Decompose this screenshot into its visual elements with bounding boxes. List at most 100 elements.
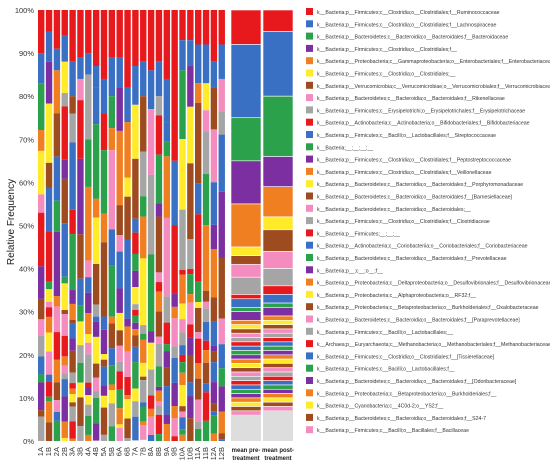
segment-ruminococcaceae <box>147 10 155 71</box>
legend-swatch <box>306 413 313 421</box>
segment <box>163 344 170 352</box>
mean-segment <box>262 358 294 364</box>
segment <box>132 287 139 305</box>
segment <box>77 78 84 101</box>
legend-label: k__Bacteria;p__Bacteroidetes;c__Bacteroi… <box>317 318 520 324</box>
legend-item: k__Bacteria;p__;c__;o__;f__ <box>306 266 383 274</box>
segment <box>38 410 45 417</box>
segment <box>116 408 123 425</box>
segment <box>116 330 123 346</box>
segment <box>218 344 225 369</box>
segment <box>116 427 123 441</box>
mean-segment <box>262 354 294 360</box>
segment <box>116 424 123 428</box>
segment <box>69 96 76 114</box>
sample-bar <box>77 10 84 441</box>
segment <box>155 203 163 217</box>
legend-item: k__Bacteria;p__Firmicutes;c__Clostridia;… <box>306 8 500 16</box>
segment-lachnospiraceae <box>179 40 186 71</box>
segment <box>202 362 210 384</box>
mean-segment <box>230 388 262 394</box>
segment <box>108 316 116 324</box>
segment <box>132 346 139 363</box>
segment <box>61 356 68 366</box>
segment <box>210 415 218 434</box>
legend-label: k__Bacteria;__;__;__;__ <box>317 145 373 151</box>
segment <box>124 399 131 419</box>
segment <box>210 182 218 225</box>
mean-segment <box>230 397 262 403</box>
x-tick-label: 2B <box>60 447 69 456</box>
legend-label: k__Bacteria;p__Firmicutes;c__Clostridia;… <box>317 47 457 53</box>
segment <box>38 298 45 320</box>
segment <box>85 74 92 140</box>
segment-lachnospiraceae <box>195 44 202 84</box>
mean-segment <box>262 268 294 287</box>
segment <box>100 434 108 441</box>
segment <box>100 150 108 214</box>
legend-item: k__Bacteria;p__Cyanobacteria;c__4C0d-2;o… <box>306 401 443 410</box>
legend-item: k__Bacteria;p__Firmicutes;c__Clostridia;… <box>306 20 496 28</box>
sample-bar <box>163 10 170 441</box>
legend-item: k__Bacteria;p__Firmicutes;c__Bacilli;o__… <box>306 131 496 139</box>
legend-item: k__Bacteria;p__Firmicutes;c__Clostridia;… <box>306 155 511 164</box>
segment <box>202 290 210 302</box>
segment <box>202 383 210 393</box>
legend-item: k__Bacteria;p__Bacteroidetes;c__Bacteroi… <box>306 377 517 385</box>
mean-bar-label: mean post- <box>262 448 294 454</box>
mean-segment <box>231 415 261 441</box>
segment <box>163 322 170 345</box>
segment <box>132 218 139 233</box>
segment <box>92 87 100 125</box>
segment <box>202 174 210 226</box>
y-tick-label: 80% <box>19 92 34 101</box>
segment <box>100 113 108 151</box>
segment <box>92 217 100 264</box>
segment <box>108 265 116 317</box>
segment <box>187 269 194 275</box>
segment <box>38 335 45 357</box>
segment-ruminococcaceae <box>132 10 139 67</box>
segment <box>124 395 131 400</box>
legend-label: k__Bacteria;p__Firmicutes;__;__;__ <box>317 231 400 237</box>
legend-item: k__Bacteria;p__Proteobacteria;c__Gammapr… <box>306 57 550 65</box>
segment <box>155 343 163 367</box>
segment <box>116 345 123 362</box>
sample-bar <box>61 10 68 441</box>
legend-swatch <box>306 204 313 212</box>
legend-label: k__Bacteria;p__Firmicutes;c__Bacilli;o__… <box>317 330 453 336</box>
mean-segment <box>230 9 262 45</box>
segment <box>195 102 202 184</box>
y-axis-ticks: 0% 10% 20% 30% 40% 50% 60% 70% 80% 90% 100% <box>15 6 35 446</box>
segment <box>69 383 76 389</box>
mean-segment <box>262 371 294 377</box>
legend-swatch <box>306 118 313 126</box>
segment <box>124 326 131 352</box>
legend-label: k__Bacteria;p__Actinobacteria;c__Actinob… <box>317 121 530 127</box>
segment <box>202 83 210 111</box>
segment <box>108 384 116 391</box>
legend-item: k__Bacteria;p__Firmicutes;c__Bacilli;o__… <box>306 327 453 336</box>
legend-swatch <box>306 69 313 77</box>
segment <box>140 339 147 363</box>
segment <box>140 151 147 197</box>
legend-item: k__Bacteria;p__Verrucomicrobia;c__Verruc… <box>306 81 550 90</box>
segment <box>45 187 53 232</box>
segment <box>108 96 116 129</box>
legend-label: k__Bacteria;p__Bacteroidetes;c__Bacteroi… <box>317 416 486 422</box>
legend-label: k__Bacteria;p__Firmicutes;c__Clostridia;… <box>317 10 500 16</box>
segment-ruminococcaceae <box>195 10 202 45</box>
segment <box>171 306 178 319</box>
legend-item: k__Bacteria;p__Firmicutes;c__Bacilli;o__… <box>306 426 469 434</box>
segment <box>69 209 76 235</box>
segment-lachnospiraceae <box>171 160 178 226</box>
segment <box>155 96 163 116</box>
legend-swatch <box>306 241 313 249</box>
segment <box>218 411 225 434</box>
segment <box>116 361 123 372</box>
segment <box>61 373 68 380</box>
mean-segment <box>230 367 262 373</box>
mean-segment <box>230 341 262 347</box>
segment <box>132 335 139 347</box>
